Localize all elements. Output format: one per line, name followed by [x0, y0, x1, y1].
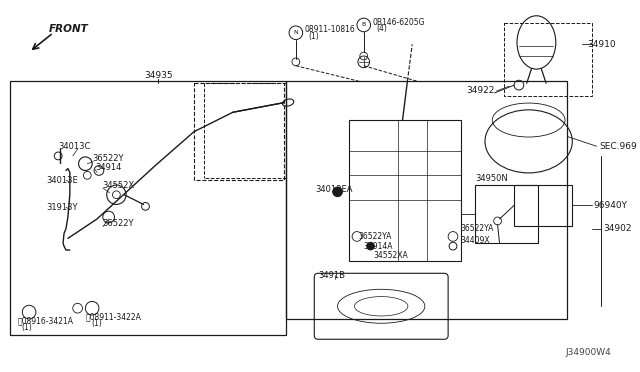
Bar — [504, 23, 592, 96]
Text: 34950N: 34950N — [476, 174, 508, 183]
Text: 0B146-6205G: 0B146-6205G — [372, 17, 425, 26]
Bar — [514, 185, 572, 226]
Text: J34900W4: J34900W4 — [565, 348, 611, 357]
Text: Ⓛ08916-3421A: Ⓛ08916-3421A — [17, 316, 74, 326]
Text: 96940Y: 96940Y — [594, 201, 628, 210]
Text: 34013EA: 34013EA — [316, 185, 353, 195]
Text: 36522Y: 36522Y — [92, 154, 124, 163]
Text: 36522YA: 36522YA — [461, 224, 494, 233]
Text: 34910: 34910 — [587, 40, 616, 49]
Text: 08911-10816: 08911-10816 — [305, 25, 355, 34]
Text: 36522Y: 36522Y — [102, 219, 133, 228]
Text: (1): (1) — [308, 32, 319, 41]
Text: 34914A: 34914A — [364, 242, 393, 251]
Bar — [10, 81, 286, 336]
Text: 3491B: 3491B — [318, 271, 345, 280]
Circle shape — [333, 187, 342, 197]
Text: (4): (4) — [376, 24, 387, 33]
Text: 34013C: 34013C — [58, 142, 91, 151]
Text: B: B — [362, 22, 366, 28]
Text: 34013E: 34013E — [47, 176, 78, 185]
Circle shape — [367, 242, 374, 250]
Text: SEC.969: SEC.969 — [600, 142, 637, 151]
Text: Ⓛ08911-3422A: Ⓛ08911-3422A — [85, 312, 141, 321]
Text: 34914: 34914 — [95, 163, 122, 172]
Text: 34409X: 34409X — [461, 236, 490, 245]
Text: 34552XA: 34552XA — [374, 251, 408, 260]
Text: N: N — [294, 30, 298, 35]
Text: 31913Y: 31913Y — [47, 203, 78, 212]
Text: 34902: 34902 — [604, 224, 632, 233]
Text: 36522YA: 36522YA — [359, 232, 392, 241]
Text: 34935: 34935 — [144, 71, 172, 80]
Bar — [349, 120, 461, 261]
Text: 34552X: 34552X — [102, 180, 134, 189]
Text: (1): (1) — [21, 323, 32, 332]
Text: 34922: 34922 — [467, 86, 495, 96]
Bar — [194, 83, 284, 180]
Text: FRONT: FRONT — [49, 24, 88, 34]
Bar — [286, 81, 568, 319]
Text: (1): (1) — [91, 319, 102, 328]
Bar — [476, 185, 538, 243]
